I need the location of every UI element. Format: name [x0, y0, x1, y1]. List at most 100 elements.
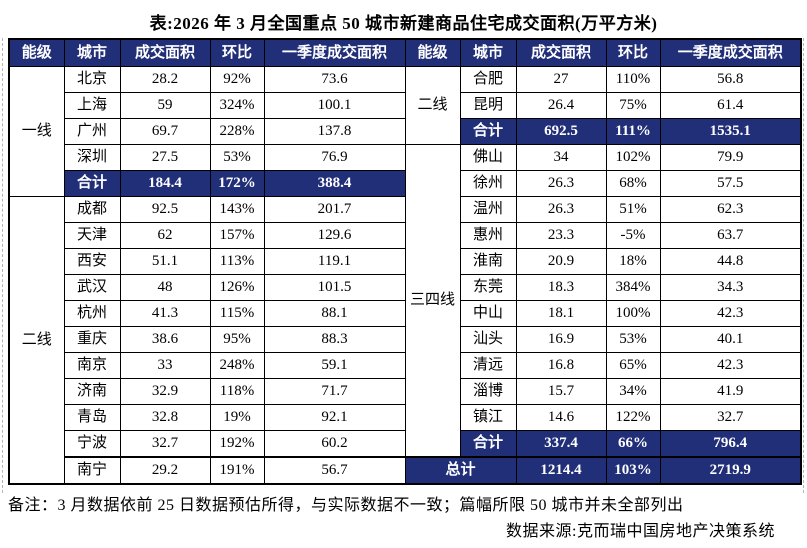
value-cell: 42.3 [659, 300, 802, 327]
value-cell: 143% [209, 196, 265, 223]
city-cell: 杭州 [63, 300, 121, 327]
value-cell: 34 [515, 144, 607, 171]
footnote-source: 数据来源:克而瑞中国房地产决策系统 [506, 523, 775, 540]
value-cell: 111% [605, 118, 661, 145]
value-cell: 59.1 [263, 352, 406, 379]
subtotal-label-cell: 合计 [63, 170, 121, 197]
value-cell: 14.6 [515, 404, 607, 431]
city-cell: 汕头 [459, 326, 517, 353]
city-cell: 宁波 [63, 430, 121, 458]
footnotes: 备注：3 月数据依前 25 日数据预估所得，与实际数据不一致；篇幅所限 50 城… [0, 491, 807, 541]
value-cell: 16.9 [515, 326, 607, 353]
header-row: 能级 城市 成交面积 环比 一季度成交面积 能级 城市 成交面积 环比 一季度成交面积 [8, 38, 802, 67]
value-cell: 324% [209, 92, 265, 119]
column-header: 成交面积 [119, 38, 211, 67]
value-cell: 118% [209, 378, 265, 405]
value-cell: 92.5 [119, 196, 211, 223]
value-cell: 26.3 [515, 196, 607, 223]
value-cell: 95% [209, 326, 265, 353]
value-cell: 29.2 [119, 456, 211, 485]
table-row: 南京 33 248% 59.1 清远 16.8 65% 42.3 [9, 352, 802, 379]
value-cell: 42.3 [659, 352, 802, 379]
value-cell: 384% [605, 274, 661, 301]
value-cell: 38.6 [119, 326, 211, 353]
value-cell: 20.9 [515, 248, 607, 275]
value-cell: 33 [119, 352, 211, 379]
value-cell: 92% [209, 66, 265, 93]
column-header: 城市 [63, 38, 121, 67]
value-cell: 692.5 [515, 118, 607, 145]
value-cell: 113% [209, 248, 265, 275]
table-row: 杭州 41.3 115% 88.1 中山 18.1 100% 42.3 [9, 300, 802, 327]
value-cell: 18.1 [515, 300, 607, 327]
city-cell: 镇江 [459, 404, 517, 431]
table-row: 天津 62 157% 129.6 惠州 23.3 -5% 63.7 [9, 222, 802, 249]
value-cell: 115% [209, 300, 265, 327]
value-cell: 32.9 [119, 378, 211, 405]
value-cell: -5% [605, 222, 661, 249]
table-row: 西安 51.1 113% 119.1 淮南 20.9 18% 44.8 [9, 248, 802, 275]
value-cell: 2719.9 [659, 456, 802, 485]
table-row: 深圳 27.5 53% 76.9 三四线 佛山 34 102% 79.9 [9, 144, 802, 458]
value-cell: 73.6 [263, 66, 406, 93]
value-cell: 69.7 [119, 118, 211, 145]
city-cell: 温州 [459, 196, 517, 223]
value-cell: 100% [605, 300, 661, 327]
value-cell: 88.3 [263, 326, 406, 353]
city-cell: 济南 [63, 378, 121, 405]
table-row: 上海 59 324% 100.1 昆明 26.4 75% 61.4 [9, 92, 802, 119]
value-cell: 15.7 [515, 378, 607, 405]
table-row: 广州 69.7 228% 137.8 合计 692.5 111% 1535.1 [9, 118, 802, 145]
column-header: 城市 [459, 38, 517, 67]
value-cell: 27 [515, 66, 607, 93]
value-cell: 337.4 [515, 430, 607, 458]
value-cell: 34.3 [659, 274, 802, 301]
city-cell: 广州 [63, 118, 121, 145]
value-cell: 59 [119, 92, 211, 119]
value-cell: 1214.4 [515, 456, 607, 485]
value-cell: 40.1 [659, 326, 802, 353]
value-cell: 53% [605, 326, 661, 353]
value-cell: 32.8 [119, 404, 211, 431]
value-cell: 34% [605, 378, 661, 405]
value-cell: 228% [209, 118, 265, 145]
table-row: 二线 成都 92.5 143% 201.7 温州 26.3 51% 62.3 [8, 196, 802, 485]
footnote-remark: 备注：3 月数据依前 25 日数据预估所得，与实际数据不一致；篇幅所限 50 城… [8, 497, 684, 514]
column-header: 环比 [209, 38, 265, 67]
table-row: 一线 北京 28.2 92% 73.6 二线 合肥 27 110% 56.8 [8, 66, 802, 197]
value-cell: 41.9 [659, 378, 802, 405]
value-cell: 137.8 [263, 118, 406, 145]
value-cell: 63.7 [659, 222, 802, 249]
tier-cell: 二线 [404, 66, 461, 145]
value-cell: 51% [605, 196, 661, 223]
value-cell: 79.9 [659, 144, 802, 171]
city-cell: 武汉 [63, 274, 121, 301]
value-cell: 62 [119, 222, 211, 249]
value-cell: 388.4 [263, 170, 406, 197]
city-cell: 淮南 [459, 248, 517, 275]
value-cell: 16.8 [515, 352, 607, 379]
city-cell: 南宁 [63, 456, 121, 485]
tier-cell: 二线 [8, 196, 65, 485]
value-cell: 796.4 [659, 430, 802, 458]
value-cell: 66% [605, 430, 661, 458]
tier-cell: 一线 [8, 66, 65, 197]
page-break-line-right [803, 38, 804, 493]
value-cell: 51.1 [119, 248, 211, 275]
value-cell: 60.2 [263, 430, 406, 458]
table-body: 一线 北京 28.2 92% 73.6 二线 合肥 27 110% 56.8 上海 59 324% 100… [8, 66, 802, 485]
city-cell: 成都 [63, 196, 121, 223]
city-cell: 西安 [63, 248, 121, 275]
value-cell: 68% [605, 170, 661, 197]
table-row: 重庆 38.6 95% 88.3 汕头 16.9 53% 40.1 [9, 326, 802, 353]
value-cell: 126% [209, 274, 265, 301]
value-cell: 19% [209, 404, 265, 431]
value-cell: 53% [209, 144, 265, 171]
column-header: 环比 [605, 38, 661, 67]
city-cell: 天津 [63, 222, 121, 249]
value-cell: 27.5 [119, 144, 211, 171]
column-header: 一季度成交面积 [659, 38, 802, 67]
city-cell: 北京 [63, 66, 121, 93]
value-cell: 157% [209, 222, 265, 249]
value-cell: 44.8 [659, 248, 802, 275]
